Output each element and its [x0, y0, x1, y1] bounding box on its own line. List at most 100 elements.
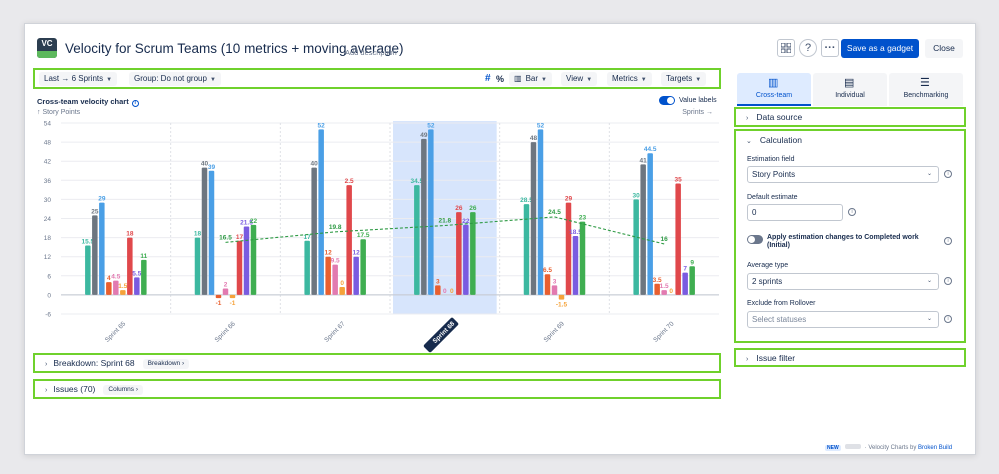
close-button[interactable]: Close [925, 39, 963, 58]
tab-cross-team[interactable]: ▥ Cross-team [737, 73, 811, 106]
issues-section[interactable]: › Issues (70) Columns › [33, 379, 721, 399]
data-label: 6.5 [543, 267, 552, 274]
exclude-statuses-select[interactable]: Select statuses ⌄ [747, 311, 939, 328]
data-label: 1.5 [660, 283, 669, 290]
sprint-range-dropdown[interactable]: Last → 6 Sprints ▼ [39, 72, 118, 86]
data-label: 28.5 [520, 197, 533, 204]
chevron-right-icon: › [746, 115, 749, 122]
chart-title-text: Cross-team velocity chart [37, 97, 129, 106]
data-label: 52 [537, 122, 545, 129]
columns-pill-button[interactable]: Columns › [103, 385, 144, 395]
calculation-header[interactable]: ⌄ Calculation [736, 132, 964, 150]
more-button[interactable]: ··· [821, 39, 839, 57]
chevron-down-icon: ⌄ [926, 171, 932, 177]
data-label: 29 [565, 196, 573, 203]
chart-area: Cross-team velocity chart i Value labels … [35, 94, 721, 356]
data-label: 5.5 [132, 270, 141, 277]
bar-chart-icon: ▥ [514, 74, 522, 83]
add-description-link[interactable]: Add description [345, 48, 397, 57]
data-label: 17.5 [357, 232, 370, 239]
average-type-select[interactable]: 2 sprints ⌄ [747, 273, 939, 290]
bar [537, 129, 544, 295]
chevron-down-icon: ⌄ [926, 278, 932, 284]
data-label: 12 [353, 250, 361, 257]
data-label: 18 [194, 231, 202, 238]
breakdown-pill-button[interactable]: Breakdown › [142, 359, 190, 369]
bar [353, 256, 359, 295]
apply-estimation-label: Apply estimation changes to Completed wo… [767, 234, 919, 250]
chevron-down-icon: ▼ [541, 77, 547, 83]
metrics-dropdown[interactable]: Metrics ▼ [607, 72, 652, 86]
chart-type-label: Bar [525, 74, 539, 83]
data-label: 4 [107, 275, 111, 282]
tab-label: Individual [835, 92, 865, 99]
y-tick-label: 30 [44, 197, 52, 204]
breakdown-pill-label: Breakdown [147, 360, 181, 367]
info-icon[interactable]: i [848, 208, 856, 216]
x-tick-label: Sprint 68 [432, 320, 457, 345]
issue-filter-section[interactable]: › Issue filter [734, 348, 966, 367]
view-dropdown[interactable]: View ▼ [561, 72, 598, 86]
bar [551, 285, 558, 295]
data-label: 3 [436, 278, 440, 285]
bar [236, 240, 243, 295]
person-chart-icon: ▤ [844, 77, 855, 89]
benchmark-icon: ☰ [920, 77, 930, 89]
x-tick-label: Sprint 66 [214, 320, 238, 344]
data-source-section[interactable]: › Data source [734, 107, 966, 127]
data-label: 26 [455, 205, 463, 212]
data-label: 17 [236, 234, 244, 241]
metrics-label: Metrics [612, 74, 638, 83]
info-icon[interactable]: i [944, 315, 952, 323]
y-tick-label: 36 [44, 178, 52, 185]
targets-dropdown[interactable]: Targets ▼ [661, 72, 707, 86]
data-label: 0 [443, 288, 447, 295]
info-icon[interactable]: i [131, 100, 139, 107]
new-badge: NEW [825, 445, 841, 451]
value-labels-toggle[interactable] [659, 96, 675, 105]
breakdown-section[interactable]: › Breakdown: Sprint 68 Breakdown › [33, 353, 721, 373]
bar [120, 290, 126, 295]
data-label: 7 [683, 266, 687, 273]
default-estimate-input[interactable]: 0 [747, 204, 843, 221]
tab-benchmarking[interactable]: ☰ Benchmarking [889, 73, 963, 106]
bar [675, 183, 681, 295]
data-label: 40 [311, 161, 319, 168]
bar [421, 138, 427, 295]
hash-toggle[interactable]: # [485, 73, 491, 84]
bar [243, 226, 250, 295]
sprint-range-label: Last → 6 Sprints [44, 74, 104, 83]
y-tick-label: 12 [44, 254, 52, 261]
grid-icon[interactable] [777, 39, 795, 57]
bar [99, 202, 105, 295]
view-label: View [566, 74, 584, 83]
estimation-field-select[interactable]: Story Points ⌄ [747, 166, 939, 183]
info-icon[interactable]: i [944, 170, 952, 178]
apply-estimation-toggle[interactable] [747, 235, 763, 244]
app-window: VC Velocity for Scrum Teams (10 metrics … [24, 23, 976, 455]
app-logo-stripe [37, 51, 57, 58]
x-axis-hint: Sprints → [682, 109, 713, 116]
bar [106, 282, 112, 295]
chevron-down-icon: ▼ [106, 77, 113, 83]
group-dropdown[interactable]: Group: Do not group ▼ [129, 72, 221, 86]
app-logo-text: VC [41, 39, 53, 48]
bar [633, 199, 639, 295]
help-icon[interactable]: ? [799, 39, 817, 57]
bar [332, 264, 338, 295]
chevron-down-icon: ⌄ [746, 138, 752, 145]
save-as-gadget-button[interactable]: Save as a gadget [841, 39, 919, 58]
tab-individual[interactable]: ▤ Individual [813, 73, 887, 106]
bar [647, 153, 653, 295]
data-label: 18.5 [569, 229, 582, 236]
info-icon[interactable]: i [944, 237, 952, 245]
bar [318, 129, 324, 295]
data-label: 21.5 [240, 219, 253, 226]
footer-brand-link[interactable]: Broken Build [918, 445, 953, 451]
percent-toggle[interactable]: % [496, 74, 505, 84]
bar [558, 294, 565, 300]
info-icon[interactable]: i [944, 277, 952, 285]
chart-type-dropdown[interactable]: ▥ Bar ▼ [509, 72, 552, 86]
average-type-value: 2 sprints [752, 277, 783, 286]
